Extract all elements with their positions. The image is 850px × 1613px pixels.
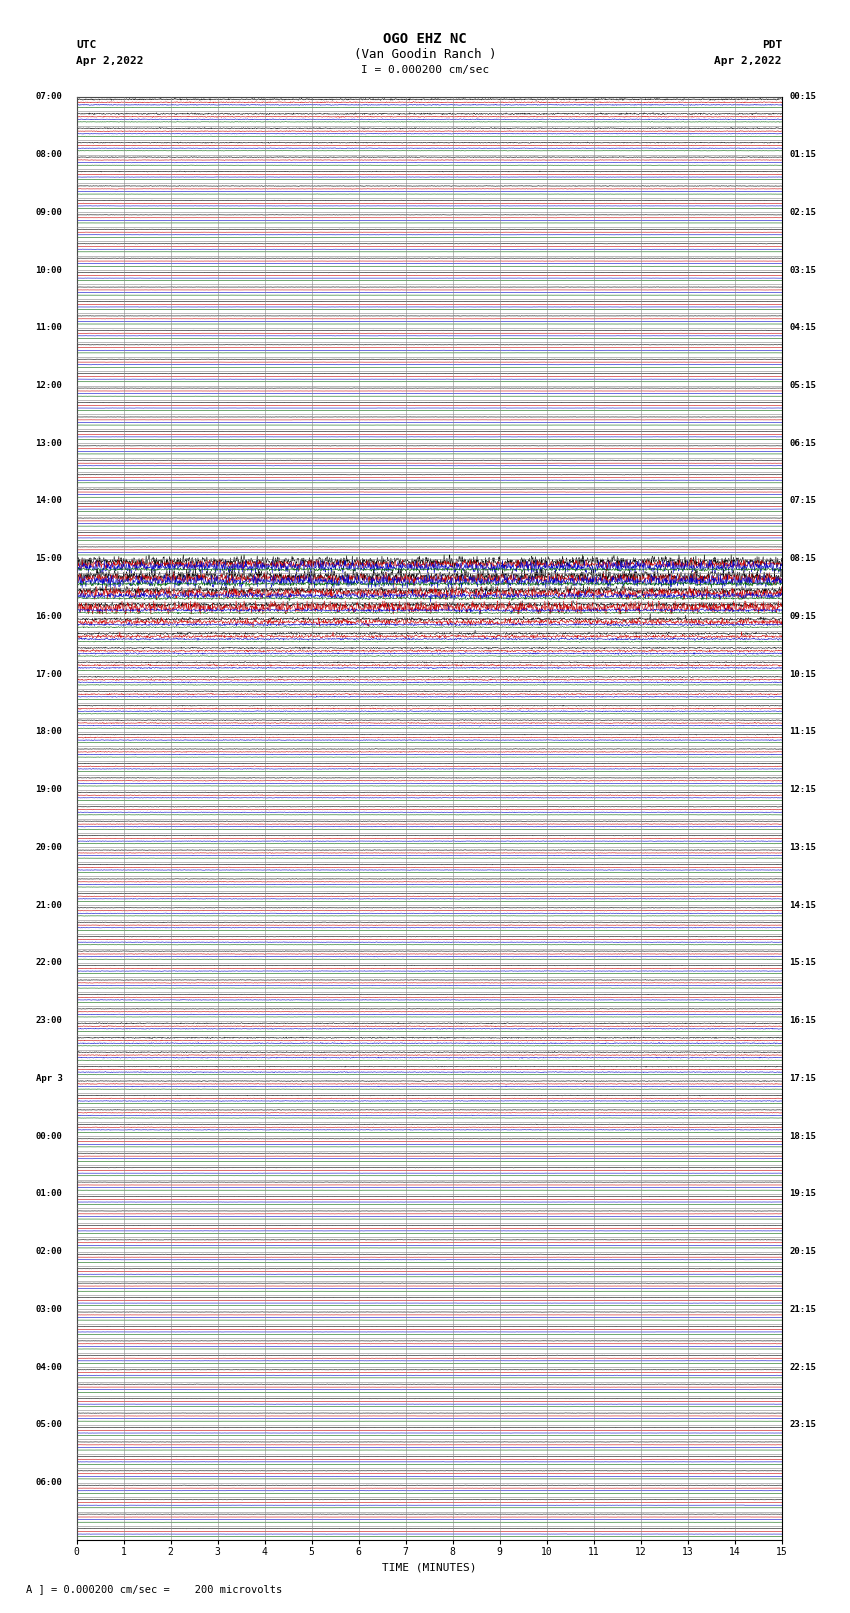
- Text: UTC: UTC: [76, 40, 97, 50]
- Text: 19:00: 19:00: [36, 786, 62, 794]
- Text: 22:15: 22:15: [789, 1363, 816, 1371]
- Text: 07:00: 07:00: [36, 92, 62, 102]
- Text: 01:00: 01:00: [36, 1189, 62, 1198]
- Text: 07:15: 07:15: [789, 497, 816, 505]
- Text: 19:15: 19:15: [789, 1189, 816, 1198]
- Text: 04:15: 04:15: [789, 323, 816, 332]
- Text: 12:15: 12:15: [789, 786, 816, 794]
- Text: 23:00: 23:00: [36, 1016, 62, 1026]
- Text: Apr 2,2022: Apr 2,2022: [715, 56, 782, 66]
- Text: 21:00: 21:00: [36, 900, 62, 910]
- Text: 04:00: 04:00: [36, 1363, 62, 1371]
- Text: I = 0.000200 cm/sec: I = 0.000200 cm/sec: [361, 65, 489, 74]
- Text: 08:15: 08:15: [789, 555, 816, 563]
- Text: OGO EHZ NC: OGO EHZ NC: [383, 32, 467, 47]
- Text: 14:15: 14:15: [789, 900, 816, 910]
- Text: 02:15: 02:15: [789, 208, 816, 216]
- Text: 10:00: 10:00: [36, 266, 62, 274]
- Text: 15:15: 15:15: [789, 958, 816, 968]
- Text: 20:15: 20:15: [789, 1247, 816, 1257]
- Text: Apr 3: Apr 3: [36, 1074, 62, 1082]
- Text: PDT: PDT: [762, 40, 782, 50]
- Text: 20:00: 20:00: [36, 844, 62, 852]
- Text: 16:15: 16:15: [789, 1016, 816, 1026]
- Text: 18:00: 18:00: [36, 727, 62, 737]
- Text: 10:15: 10:15: [789, 669, 816, 679]
- Text: 23:15: 23:15: [789, 1421, 816, 1429]
- Text: 06:00: 06:00: [36, 1478, 62, 1487]
- Text: 03:15: 03:15: [789, 266, 816, 274]
- Text: 09:15: 09:15: [789, 611, 816, 621]
- Text: 03:00: 03:00: [36, 1305, 62, 1315]
- Text: 08:00: 08:00: [36, 150, 62, 160]
- Text: 11:00: 11:00: [36, 323, 62, 332]
- Text: 11:15: 11:15: [789, 727, 816, 737]
- Text: 13:15: 13:15: [789, 844, 816, 852]
- Text: 18:15: 18:15: [789, 1132, 816, 1140]
- Text: Apr 2,2022: Apr 2,2022: [76, 56, 144, 66]
- Text: 01:15: 01:15: [789, 150, 816, 160]
- Text: (Van Goodin Ranch ): (Van Goodin Ranch ): [354, 48, 496, 61]
- Text: 14:00: 14:00: [36, 497, 62, 505]
- Text: 05:15: 05:15: [789, 381, 816, 390]
- Text: 22:00: 22:00: [36, 958, 62, 968]
- Text: A ] = 0.000200 cm/sec =    200 microvolts: A ] = 0.000200 cm/sec = 200 microvolts: [26, 1584, 281, 1594]
- Text: 00:00: 00:00: [36, 1132, 62, 1140]
- Text: 17:15: 17:15: [789, 1074, 816, 1082]
- X-axis label: TIME (MINUTES): TIME (MINUTES): [382, 1563, 477, 1573]
- Text: 17:00: 17:00: [36, 669, 62, 679]
- Text: 21:15: 21:15: [789, 1305, 816, 1315]
- Text: 16:00: 16:00: [36, 611, 62, 621]
- Text: 00:15: 00:15: [789, 92, 816, 102]
- Text: 09:00: 09:00: [36, 208, 62, 216]
- Text: 06:15: 06:15: [789, 439, 816, 448]
- Text: 02:00: 02:00: [36, 1247, 62, 1257]
- Text: 05:00: 05:00: [36, 1421, 62, 1429]
- Text: 12:00: 12:00: [36, 381, 62, 390]
- Text: 13:00: 13:00: [36, 439, 62, 448]
- Text: 15:00: 15:00: [36, 555, 62, 563]
